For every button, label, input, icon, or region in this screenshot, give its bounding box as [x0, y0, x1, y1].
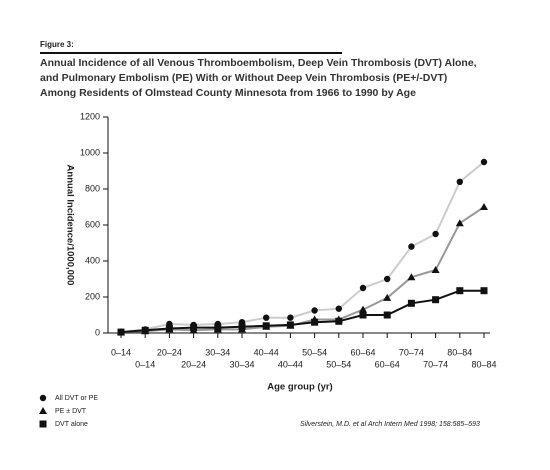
legend-label: All DVT or PE: [55, 395, 98, 402]
x-tick-label: 80–84: [447, 347, 472, 357]
y-axis-label: Annual Incidence/1000,000: [64, 165, 75, 286]
data-point: [359, 311, 367, 319]
data-point: [117, 328, 125, 336]
data-point: [383, 293, 392, 301]
y-tick-label: 0: [95, 327, 100, 337]
data-point: [141, 326, 149, 334]
title-line: and Pulmonary Embolism (PE) With or With…: [40, 72, 447, 84]
data-point: [383, 311, 391, 319]
data-point: [384, 275, 391, 283]
title-line: Among Residents of Olmstead County Minne…: [40, 87, 416, 99]
x-tick-label: 60–64: [350, 347, 375, 357]
data-point: [456, 178, 463, 185]
data-point: [480, 158, 488, 166]
legend-label: DVT alone: [55, 421, 88, 428]
data-point: [263, 314, 270, 321]
data-point: [190, 324, 198, 332]
y-tick-label: 800: [85, 183, 100, 193]
data-point: [335, 317, 343, 325]
data-point: [287, 314, 294, 321]
data-point: [311, 307, 318, 314]
data-point: [432, 230, 439, 238]
y-tick-label: 200: [85, 291, 100, 301]
citation: Silverstein, M.D. et al Arch Intern Med …: [300, 421, 480, 428]
data-point: [238, 323, 246, 331]
data-point: [214, 324, 222, 332]
series-line: [120, 289, 484, 334]
x-tick-label: 20–24: [181, 359, 206, 369]
data-point: [480, 287, 488, 295]
data-point: [359, 284, 367, 292]
x-tick-label: 70–74: [423, 359, 448, 369]
legend-marker: [39, 394, 47, 402]
x-tick-label: 30–34: [205, 347, 230, 357]
x-tick-label: 50–54: [302, 347, 327, 357]
x-axis-label: Age group (yr): [267, 382, 332, 393]
x-tick-label: 20–24: [157, 347, 182, 357]
data-point: [359, 305, 367, 313]
y-tick-label: 400: [85, 255, 100, 265]
data-point: [455, 219, 464, 227]
data-point: [431, 266, 440, 273]
legend-label: PE ± DVT: [55, 408, 87, 415]
data-point: [262, 322, 270, 330]
x-tick-label: 60–64: [375, 359, 400, 369]
y-tick-label: 600: [85, 219, 100, 229]
x-tick-label: 30–34: [229, 359, 254, 369]
data-point: [456, 287, 464, 295]
data-point: [286, 321, 294, 329]
x-tick-label: 70–74: [399, 347, 424, 357]
data-point: [407, 299, 415, 307]
title-line: Annual Incidence of all Venous Thromboem…: [40, 57, 477, 69]
data-point: [480, 203, 488, 210]
data-point: [408, 243, 415, 250]
x-tick-label: 40–44: [254, 347, 279, 357]
data-point: [432, 296, 440, 304]
data-point: [335, 305, 342, 312]
legend-marker: [39, 407, 47, 414]
legend-marker: [39, 420, 47, 428]
series-line: [120, 161, 485, 334]
x-tick-label: 0–14: [135, 359, 155, 369]
y-tick-label: 1000: [80, 147, 100, 157]
x-tick-label: 50–54: [326, 359, 351, 369]
figure-label: Figure 3:: [40, 40, 74, 49]
data-point: [407, 273, 416, 281]
x-tick-label: 0–14: [111, 347, 131, 357]
y-tick-label: 1200: [80, 111, 100, 121]
x-tick-label: 40–44: [278, 359, 303, 369]
data-point: [311, 318, 319, 326]
x-tick-label: 80–84: [471, 359, 496, 369]
data-point: [165, 325, 173, 332]
